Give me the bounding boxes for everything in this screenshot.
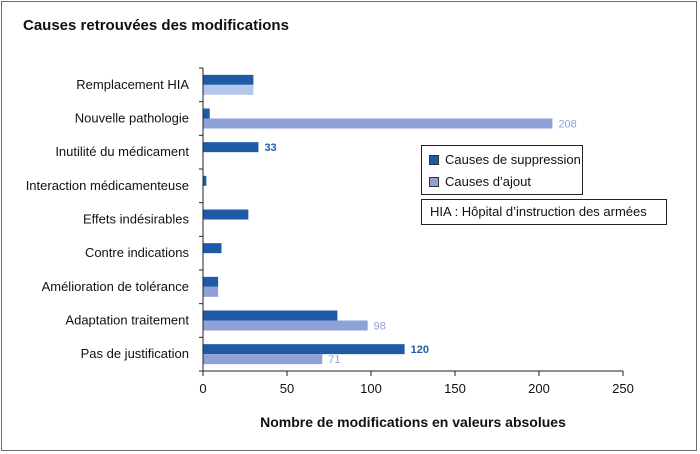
legend-label-suppression: Causes de suppression: [445, 152, 581, 167]
bar-suppression: [203, 108, 210, 119]
bar-suppression: [203, 175, 207, 186]
chart-title: Causes retrouvées des modifications: [23, 17, 289, 34]
category-label: Interaction médicamenteuse: [26, 178, 189, 193]
legend: Causes de suppression Causes d’ajout: [421, 145, 583, 195]
category-labels: Remplacement HIA Nouvelle pathologie Inuti…: [26, 77, 190, 361]
bar-suppression: [203, 310, 338, 321]
data-label: 71: [328, 354, 340, 366]
x-axis-title: Nombre de modifications en valeurs absol…: [260, 414, 566, 430]
category-label: Contre indications: [85, 245, 190, 260]
category-label: Adaptation traitement: [65, 313, 189, 328]
abbreviation-note: HIA : Hôpital d’instruction des armées: [421, 199, 667, 225]
bar-ajout: [203, 286, 219, 297]
data-label: 208: [558, 119, 576, 131]
category-label: Amélioration de tolérance: [42, 279, 189, 294]
bar-ajout: [203, 354, 323, 365]
legend-swatch-suppression: [429, 155, 439, 165]
x-tick-label: 250: [612, 381, 634, 396]
legend-item-suppression: Causes de suppression: [429, 152, 581, 167]
x-tick-label: 50: [280, 381, 294, 396]
bar-suppression: [203, 243, 222, 254]
category-label: Pas de justification: [81, 346, 189, 361]
x-tick-label: 0: [199, 381, 206, 396]
bar-suppression: [203, 344, 405, 355]
category-label: Nouvelle pathologie: [75, 111, 189, 126]
legend-label-ajout: Causes d’ajout: [445, 174, 531, 189]
bar-suppression: [203, 142, 259, 153]
bar-ajout: [203, 84, 254, 95]
category-label: Remplacement HIA: [76, 77, 189, 92]
bar-ajout: [203, 320, 368, 331]
category-label: Inutilité du médicament: [55, 144, 189, 159]
data-label: 98: [374, 321, 386, 333]
x-tick-label: 100: [360, 381, 382, 396]
bar-suppression: [203, 74, 254, 85]
bar-ajout: [203, 118, 553, 129]
x-axis: 0 50 100 150 200 250: [199, 67, 634, 396]
data-labels: 33 208 98 120 71: [264, 119, 576, 367]
x-tick-label: 200: [528, 381, 550, 396]
data-label: 120: [411, 344, 429, 356]
data-label: 33: [264, 142, 276, 154]
x-tick-label: 150: [444, 381, 466, 396]
legend-swatch-ajout: [429, 177, 439, 187]
legend-item-ajout: Causes d’ajout: [429, 174, 531, 189]
bar-suppression: [203, 276, 219, 287]
category-label: Effets indésirables: [83, 212, 189, 227]
bars-group: [203, 74, 553, 365]
bar-suppression: [203, 209, 249, 220]
